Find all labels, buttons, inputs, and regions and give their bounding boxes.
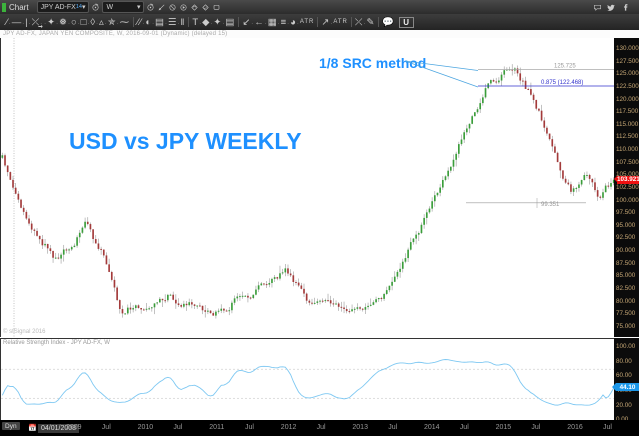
svg-text:0.875 (122.468): 0.875 (122.468) <box>541 80 583 86</box>
svg-text:99.351: 99.351 <box>541 202 560 208</box>
svg-text:125.725: 125.725 <box>554 64 576 70</box>
